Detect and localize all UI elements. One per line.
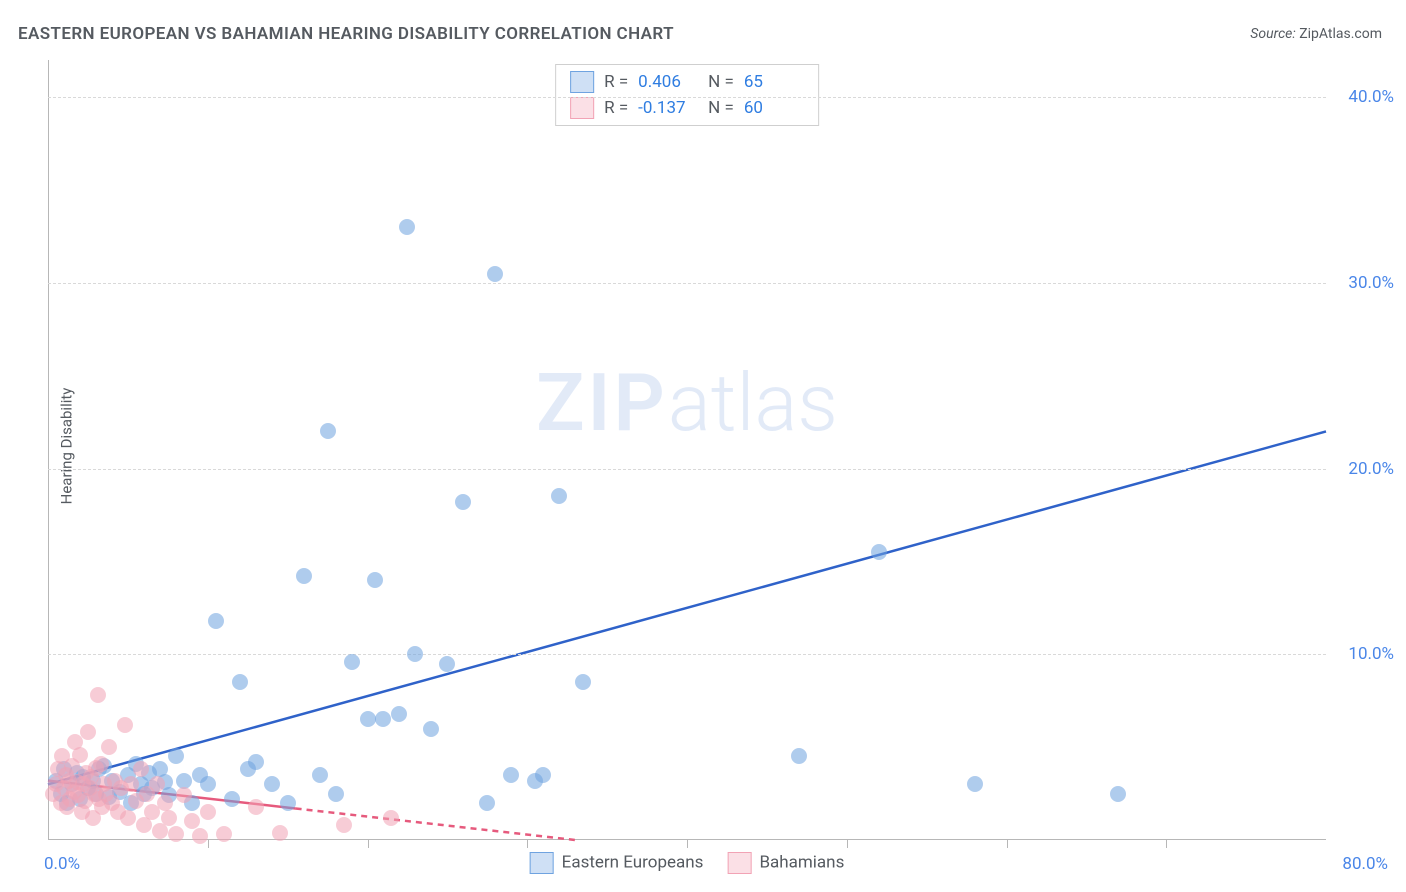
- data-point: [344, 654, 360, 670]
- source-attribution: Source: ZipAtlas.com: [1250, 26, 1382, 42]
- data-point: [575, 674, 591, 690]
- data-point: [72, 747, 88, 763]
- data-point: [133, 761, 149, 777]
- legend-row: R = 0.406 N = 65: [570, 69, 804, 95]
- data-point: [200, 804, 216, 820]
- legend-item: Bahamians: [727, 852, 844, 874]
- data-point: [224, 791, 240, 807]
- data-point: [176, 773, 192, 789]
- data-point: [149, 776, 165, 792]
- data-point: [93, 756, 109, 772]
- x-tick: [1007, 840, 1008, 848]
- source-label: Source:: [1250, 26, 1295, 42]
- data-point: [871, 544, 887, 560]
- data-point: [200, 776, 216, 792]
- data-point: [157, 795, 173, 811]
- data-point: [184, 813, 200, 829]
- x-axis-origin-label: 0.0%: [44, 854, 80, 874]
- data-point: [367, 572, 383, 588]
- legend-r-value: 0.406: [638, 72, 698, 92]
- data-point: [80, 724, 96, 740]
- legend-series-name: Eastern Europeans: [562, 852, 704, 872]
- data-point: [791, 748, 807, 764]
- legend-r-value: -0.137: [638, 98, 698, 118]
- data-point: [192, 828, 208, 844]
- data-point: [176, 787, 192, 803]
- data-point: [248, 799, 264, 815]
- data-point: [967, 776, 983, 792]
- x-tick: [1166, 840, 1167, 848]
- regression-lines: [48, 60, 1326, 840]
- data-point: [383, 810, 399, 826]
- data-point: [399, 219, 415, 235]
- x-axis-max-label: 80.0%: [1342, 854, 1388, 874]
- data-point: [391, 706, 407, 722]
- y-tick-label: 40.0%: [1348, 87, 1394, 107]
- data-point: [264, 776, 280, 792]
- x-tick: [527, 840, 528, 848]
- data-point: [423, 721, 439, 737]
- data-point: [280, 795, 296, 811]
- data-point: [123, 776, 139, 792]
- data-point: [375, 711, 391, 727]
- data-point: [328, 786, 344, 802]
- gridline: [48, 283, 1326, 284]
- chart-title: EASTERN EUROPEAN VS BAHAMIAN HEARING DIS…: [18, 24, 674, 44]
- data-point: [90, 687, 106, 703]
- legend-r-label: R =: [604, 98, 628, 118]
- gridline: [48, 654, 1326, 655]
- legend-swatch: [570, 71, 594, 93]
- x-tick: [847, 840, 848, 848]
- data-point: [168, 826, 184, 842]
- data-point: [320, 423, 336, 439]
- data-point: [407, 646, 423, 662]
- data-point: [336, 817, 352, 833]
- gridline: [48, 97, 1326, 98]
- legend-n-value: 65: [744, 72, 804, 92]
- legend-item: Eastern Europeans: [530, 852, 704, 874]
- data-point: [117, 717, 133, 733]
- data-point: [551, 488, 567, 504]
- data-point: [101, 739, 117, 755]
- y-tick-label: 10.0%: [1348, 644, 1394, 664]
- chart-plot-area: ZIPatlas R =0.406N =65R =-0.137N =60 0.0…: [48, 60, 1326, 840]
- x-tick: [368, 840, 369, 848]
- data-point: [296, 568, 312, 584]
- data-point: [120, 810, 136, 826]
- data-point: [272, 825, 288, 841]
- data-point: [248, 754, 264, 770]
- x-tick: [208, 840, 209, 848]
- data-point: [161, 810, 177, 826]
- data-point: [503, 767, 519, 783]
- data-point: [455, 494, 471, 510]
- data-point: [360, 711, 376, 727]
- data-point: [208, 613, 224, 629]
- legend-r-label: R =: [604, 72, 628, 92]
- source-name: ZipAtlas.com: [1299, 26, 1382, 42]
- data-point: [439, 656, 455, 672]
- data-point: [216, 826, 232, 842]
- data-point: [312, 767, 328, 783]
- data-point: [168, 748, 184, 764]
- x-tick: [687, 840, 688, 848]
- legend-series-name: Bahamians: [759, 852, 844, 872]
- data-point: [479, 795, 495, 811]
- data-point: [1110, 786, 1126, 802]
- legend-row: R = -0.137 N = 60: [570, 95, 804, 121]
- series-legend: Eastern Europeans Bahamians: [530, 852, 845, 874]
- legend-n-label: N =: [708, 98, 734, 118]
- data-point: [232, 674, 248, 690]
- gridline: [48, 469, 1326, 470]
- correlation-legend: R = 0.406 N = 65 R = -0.137 N = 60: [555, 64, 819, 126]
- legend-swatch: [727, 852, 751, 874]
- data-point: [487, 266, 503, 282]
- y-tick-label: 20.0%: [1348, 459, 1394, 479]
- legend-swatch: [530, 852, 554, 874]
- legend-n-label: N =: [708, 72, 734, 92]
- legend-swatch: [570, 97, 594, 119]
- data-point: [535, 767, 551, 783]
- y-tick-label: 30.0%: [1348, 273, 1394, 293]
- legend-n-value: 60: [744, 98, 804, 118]
